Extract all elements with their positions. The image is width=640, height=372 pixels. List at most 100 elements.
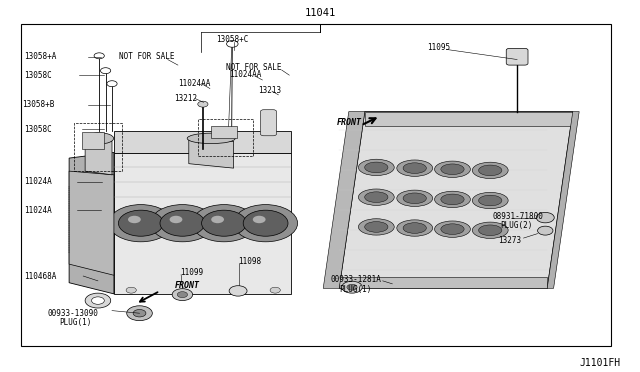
Circle shape	[118, 210, 163, 236]
Circle shape	[270, 287, 280, 293]
Circle shape	[92, 297, 104, 304]
Ellipse shape	[472, 192, 508, 209]
Circle shape	[229, 286, 247, 296]
Ellipse shape	[397, 220, 433, 236]
Ellipse shape	[441, 224, 464, 234]
Circle shape	[150, 205, 214, 242]
Text: 11098: 11098	[238, 257, 261, 266]
Circle shape	[109, 205, 173, 242]
Text: NOT FOR SALE: NOT FOR SALE	[226, 63, 282, 72]
Ellipse shape	[403, 163, 426, 173]
Text: 11024A: 11024A	[24, 206, 52, 215]
FancyBboxPatch shape	[260, 110, 276, 136]
Polygon shape	[339, 112, 573, 288]
Polygon shape	[547, 112, 579, 288]
Bar	[21, 24, 611, 346]
Circle shape	[160, 210, 205, 236]
Ellipse shape	[435, 161, 470, 177]
Ellipse shape	[435, 221, 470, 237]
Circle shape	[347, 284, 357, 290]
Text: NOT FOR SALE: NOT FOR SALE	[119, 52, 175, 61]
Circle shape	[100, 68, 111, 74]
Circle shape	[126, 287, 136, 293]
Circle shape	[243, 210, 288, 236]
Text: FRONT: FRONT	[337, 118, 362, 126]
Ellipse shape	[435, 191, 470, 208]
Bar	[82, 132, 104, 149]
Text: 13058+A: 13058+A	[24, 52, 57, 61]
Ellipse shape	[441, 194, 464, 205]
Polygon shape	[365, 112, 573, 126]
Bar	[74, 123, 122, 171]
Ellipse shape	[85, 133, 114, 144]
Polygon shape	[114, 131, 291, 153]
Text: 00933-1281A: 00933-1281A	[330, 275, 381, 284]
Circle shape	[94, 53, 104, 59]
Text: PLUG(1): PLUG(1)	[59, 318, 92, 327]
Text: 13273: 13273	[498, 236, 521, 245]
Text: FRONT: FRONT	[175, 281, 200, 290]
Ellipse shape	[472, 222, 508, 238]
Ellipse shape	[188, 133, 236, 144]
Ellipse shape	[472, 162, 508, 179]
Ellipse shape	[365, 162, 388, 173]
Text: PLUG(2): PLUG(2)	[500, 221, 533, 230]
Circle shape	[170, 216, 182, 223]
Ellipse shape	[441, 164, 464, 174]
Ellipse shape	[358, 159, 394, 176]
Text: 11041: 11041	[305, 8, 335, 18]
Circle shape	[107, 81, 117, 87]
Circle shape	[133, 310, 146, 317]
Text: 00933-13090: 00933-13090	[48, 309, 99, 318]
Circle shape	[253, 216, 266, 223]
Text: 13058+B: 13058+B	[22, 100, 55, 109]
Text: 13058C: 13058C	[24, 125, 52, 134]
Circle shape	[538, 226, 553, 235]
Circle shape	[127, 306, 152, 321]
Ellipse shape	[358, 219, 394, 235]
Ellipse shape	[479, 165, 502, 176]
Polygon shape	[339, 277, 547, 288]
Ellipse shape	[358, 189, 394, 205]
Ellipse shape	[403, 223, 426, 233]
Circle shape	[128, 216, 141, 223]
Text: 13212: 13212	[174, 94, 197, 103]
Text: 11095: 11095	[428, 43, 451, 52]
FancyBboxPatch shape	[506, 48, 528, 65]
Text: 13213: 13213	[258, 86, 281, 95]
Text: 11024A: 11024A	[24, 177, 52, 186]
Ellipse shape	[365, 192, 388, 202]
Circle shape	[172, 289, 193, 301]
Bar	[211, 126, 237, 138]
Circle shape	[234, 205, 298, 242]
Circle shape	[227, 41, 238, 47]
Circle shape	[198, 101, 208, 107]
Text: 13058+C: 13058+C	[216, 35, 249, 44]
Text: 08931-71800: 08931-71800	[493, 212, 543, 221]
Ellipse shape	[397, 190, 433, 206]
Circle shape	[211, 216, 224, 223]
Circle shape	[342, 281, 362, 293]
Polygon shape	[189, 140, 234, 168]
Text: 11024AA: 11024AA	[178, 79, 211, 88]
Ellipse shape	[479, 225, 502, 235]
Polygon shape	[85, 140, 112, 175]
Circle shape	[536, 212, 554, 223]
Polygon shape	[323, 112, 365, 288]
Circle shape	[192, 205, 256, 242]
Ellipse shape	[403, 193, 426, 203]
Text: PLUG(1): PLUG(1)	[339, 285, 372, 294]
Text: J1101FH: J1101FH	[580, 358, 621, 368]
Circle shape	[85, 293, 111, 308]
Polygon shape	[69, 171, 114, 275]
Text: 11024AA: 11024AA	[229, 70, 262, 79]
Polygon shape	[69, 153, 114, 294]
Text: 13058C: 13058C	[24, 71, 52, 80]
Circle shape	[202, 210, 246, 236]
Circle shape	[177, 292, 188, 298]
Ellipse shape	[479, 195, 502, 206]
Bar	[198, 119, 253, 156]
Text: 110468A: 110468A	[24, 272, 57, 280]
Text: 11099: 11099	[180, 268, 204, 277]
Polygon shape	[114, 153, 291, 294]
